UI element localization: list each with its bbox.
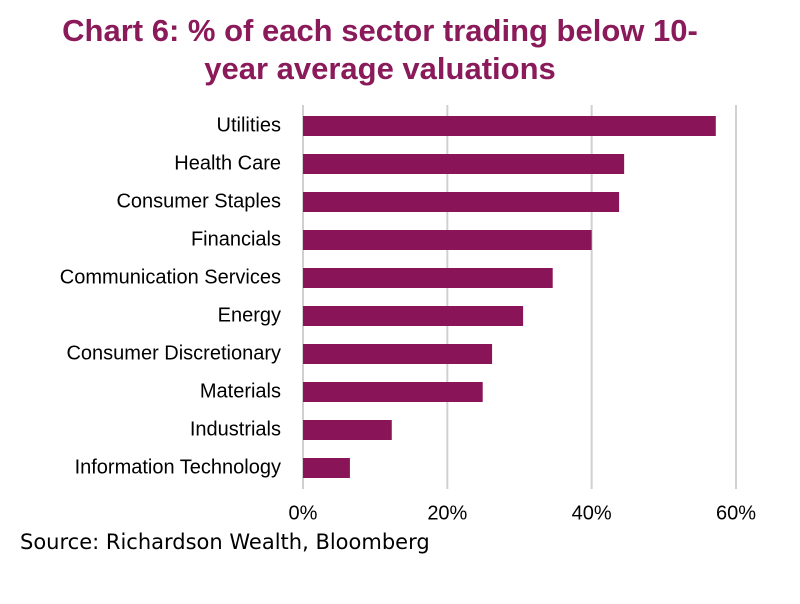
- bar: [303, 154, 625, 174]
- y-tick-label: Energy: [218, 304, 281, 326]
- bar: [303, 116, 716, 136]
- y-tick-label: Utilities: [217, 114, 281, 136]
- bar: [303, 268, 553, 288]
- x-tick-label: 0%: [289, 502, 318, 524]
- y-tick-label: Consumer Discretionary: [66, 342, 281, 364]
- source-note: Source: Richardson Wealth, Bloomberg: [20, 530, 430, 554]
- bar: [303, 420, 392, 440]
- bar: [303, 230, 592, 250]
- bar: [303, 192, 620, 212]
- bar: [303, 306, 524, 326]
- x-tick-label: 20%: [427, 502, 467, 524]
- y-tick-label: Information Technology: [75, 456, 281, 478]
- y-tick-label: Materials: [200, 380, 281, 402]
- chart-title: Chart 6: % of each sector trading below …: [62, 13, 698, 86]
- y-tick-label: Consumer Staples: [116, 190, 281, 212]
- y-tick-label: Communication Services: [60, 266, 281, 288]
- y-tick-label: Health Care: [174, 152, 281, 174]
- x-tick-label: 40%: [572, 502, 612, 524]
- y-tick-label: Industrials: [190, 418, 281, 440]
- bar: [303, 458, 350, 478]
- bar: [303, 344, 493, 364]
- bar: [303, 382, 483, 402]
- y-tick-label: Financials: [191, 228, 281, 250]
- x-tick-label: 60%: [716, 502, 756, 524]
